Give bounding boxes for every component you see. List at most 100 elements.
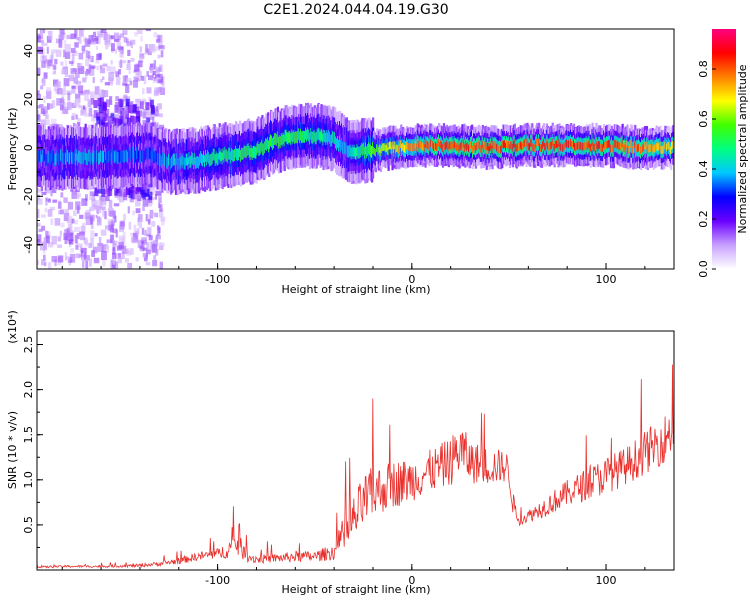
heatmap-cell [106,99,111,108]
heatmap-cell [57,88,63,95]
heatmap-cell [102,102,107,111]
heatmap-cell [143,184,148,193]
heatmap-cell [63,232,68,241]
heatmap-cell [60,209,64,215]
heatmap-cell [137,214,143,223]
heatmap-cell [78,66,85,75]
heatmap-cell [40,108,46,114]
heatmap-cell [42,248,46,254]
heatmap-cell [94,188,99,197]
heatmap-cell [43,106,48,114]
heatmap-cell [146,233,152,237]
heatmap-cell [105,33,111,43]
heatmap-cell [81,247,87,254]
x-tick-label: -100 [205,574,230,587]
chart-title: C2E1.2024.044.04.19.G30 [263,2,448,18]
heatmap-cell [88,51,91,59]
heatmap-cell [94,94,98,99]
heatmap-cell [117,35,121,41]
heatmap-cell [70,33,77,40]
heatmap-cell [144,229,147,236]
heatmap-cell [128,185,133,194]
heatmap-cell [160,50,164,58]
heatmap-cell [125,98,130,107]
heatmap-cell [107,219,112,225]
y-tick-label: 1.0 [22,471,35,489]
snr-x-label: Height of straight line (km) [281,583,430,596]
heatmap-cell [94,86,100,95]
heatmap-cell [137,239,143,248]
heatmap-cell [157,79,163,84]
heatmap-cell [48,30,53,40]
heatmap-cell [102,63,108,67]
heatmap-cell [135,106,140,115]
x-tick-label: 100 [596,574,617,587]
y-tick-label: 40 [22,44,35,58]
heatmap-cell [114,187,119,196]
heatmap-cell [135,78,140,82]
heatmap-cell [122,75,128,83]
heatmap-cell [65,255,70,260]
spectrogram-frame [36,28,675,270]
heatmap-cell [37,239,41,246]
heatmap-cell [54,58,58,65]
heatmap-cell [64,73,69,77]
heatmap-cell [126,104,131,113]
heatmap-cell [84,212,90,220]
heatmap-cell [63,86,67,96]
heatmap-cell [147,227,152,235]
heatmap-cell [100,78,103,83]
heatmap-cell [158,124,165,133]
heatmap-cell [156,190,162,197]
heatmap-cell [78,105,83,109]
heatmap-cell [52,64,57,70]
colorbar-axis: 0.0 0.2 0.4 0.6 0.8 [697,60,716,278]
colorbar-tick-label: 0.2 [697,210,710,228]
heatmap-cell [46,59,53,67]
heatmap-cell [147,51,152,56]
heatmap-cell [70,248,75,253]
heatmap-cell [39,104,44,108]
y-tick-label: 0.5 [22,516,35,534]
heatmap-cell [43,72,48,79]
heatmap-cell [142,88,145,95]
heatmap-cell [41,214,46,218]
heatmap-cell [144,48,150,55]
heatmap-cell [121,109,126,118]
heatmap-cell [37,209,40,219]
heatmap-cell [143,255,148,262]
heatmap-cell [146,112,152,118]
heatmap-cell [160,87,165,95]
heatmap-cell [153,32,158,38]
heatmap-cell [94,36,99,41]
heatmap-cell [44,119,50,126]
heatmap-cell [161,218,165,226]
y-tick-label: -20 [22,187,35,205]
heatmap-cell [56,81,60,88]
heatmap-cell [74,42,79,48]
heatmap-cell [90,98,95,105]
heatmap-cell [134,116,139,125]
heatmap-cell [137,71,143,78]
heatmap-cell [96,65,99,71]
heatmap-cell [81,200,86,206]
heatmap-cell [146,242,149,251]
heatmap-cell [71,85,76,94]
heatmap-cell [63,49,66,58]
heatmap-cell [93,200,99,209]
heatmap-cell [68,74,75,82]
heatmap-cell [105,195,110,202]
y-tick-label: 0 [22,144,35,151]
heatmap-cell [42,42,48,47]
heatmap-cell [73,100,78,107]
heatmap-cell [132,191,138,200]
heatmap-cell [155,39,161,43]
heatmap-cell [133,76,139,80]
heatmap-cell [79,214,84,219]
heatmap-cell [76,238,79,244]
heatmap-cell [145,44,149,53]
heatmap-cell [50,218,54,226]
heatmap-cell [47,103,53,109]
heatmap-cell [148,235,153,241]
heatmap-cell [66,34,73,40]
